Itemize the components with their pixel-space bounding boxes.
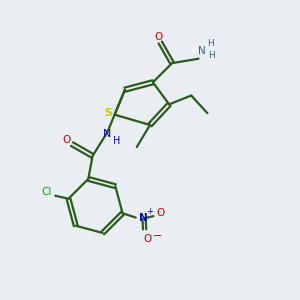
Text: O: O — [157, 208, 165, 218]
Text: S: S — [104, 108, 112, 118]
Text: O: O — [62, 135, 70, 145]
Text: N: N — [103, 129, 112, 139]
Text: Cl: Cl — [41, 187, 52, 197]
Text: H: H — [113, 136, 120, 146]
Text: N: N — [139, 213, 148, 223]
Text: +: + — [146, 207, 153, 216]
Text: H: H — [208, 40, 214, 49]
Text: O: O — [155, 32, 163, 42]
Text: −: − — [153, 231, 162, 241]
Text: H: H — [208, 51, 215, 60]
Text: N: N — [198, 46, 206, 56]
Text: O: O — [143, 234, 152, 244]
